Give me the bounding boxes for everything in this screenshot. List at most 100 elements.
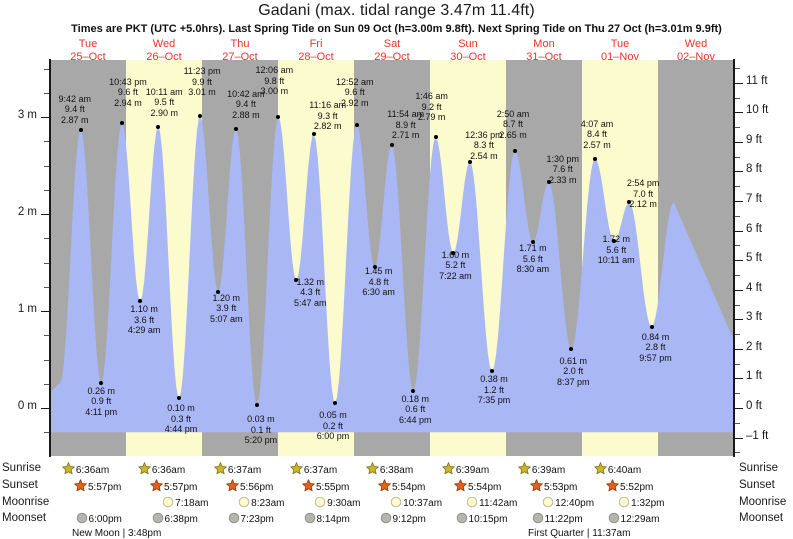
tide-height-m: 0.03 m [247, 414, 275, 425]
page-subtitle: Times are PKT (UTC +5.0hrs). Last Spring… [71, 23, 722, 35]
tide-height-ft: 9.9 ft [192, 76, 213, 87]
moonset-circle-icon [608, 512, 620, 524]
tide-time: 12:06 am [255, 65, 294, 75]
tide-time: 5:47 am [294, 297, 327, 308]
astro-row-label-moonrise: Moonrise [2, 496, 50, 508]
tide-height-m: 1.45 m [364, 266, 393, 277]
tide-height-m: 2.82 m [313, 121, 342, 132]
tide-height-ft: 3.9 ft [216, 303, 237, 314]
tide-height-m: 1.10 m [130, 304, 158, 315]
right-tick-major [735, 319, 743, 320]
astro-moonrise-entry: 8:23am [238, 496, 285, 509]
right-tick-major [735, 260, 743, 261]
astro-moonrise-entry: 1:32pm [618, 496, 665, 509]
astro-moonrise-time: 1:32pm [631, 498, 665, 509]
tide-extreme-dot [612, 239, 617, 244]
tide-extreme-dot [530, 240, 535, 245]
tide-height-m: 1.60 m [441, 249, 470, 260]
tide-height-m: 0.18 m [401, 393, 430, 404]
right-tick-minor [735, 364, 740, 365]
right-tick-minor [735, 452, 740, 453]
astro-moonrise-entry: 11:42am [466, 496, 517, 509]
tide-height-m: 1.71 m [519, 243, 547, 254]
right-axis-label: 11 ft [746, 75, 768, 87]
astro-sunset-time: 5:53pm [544, 482, 578, 493]
moonset-circle-icon [456, 512, 468, 524]
tide-height-ft: 2.8 ft [645, 342, 666, 353]
left-tick-minor [44, 93, 49, 94]
tide-time: 11:23 pm [183, 66, 221, 77]
tide-extreme-dot [649, 324, 654, 329]
tide-time: 6:30 am [362, 287, 395, 298]
tide-extreme-dot [156, 124, 161, 129]
left-tick-minor [44, 432, 49, 433]
tide-time: 9:57 pm [639, 352, 672, 363]
right-axis-label: 4 ft [746, 282, 762, 294]
tide-height-ft: 4.8 ft [368, 276, 389, 287]
tide-time: 7:22 am [439, 270, 472, 281]
astro-moonset-entry: 9:12pm [380, 512, 426, 525]
tide-height-ft: 8.9 ft [395, 119, 416, 130]
right-tick-major [735, 290, 743, 291]
tide-extreme-dot [233, 126, 238, 131]
tide-height-ft: 9.3 ft [317, 110, 338, 121]
tide-height-m: 2.94 m [114, 97, 142, 108]
right-tick-minor [735, 334, 740, 335]
right-axis-label: 3 ft [746, 311, 762, 323]
left-tick-minor [44, 69, 49, 70]
left-tick-minor [44, 141, 49, 142]
tide-height-ft: 1.2 ft [483, 384, 504, 395]
right-axis-label: 1 ft [746, 370, 762, 382]
tide-time: 2:54 pm [626, 178, 660, 189]
moonrise-circle-icon [618, 496, 630, 508]
astro-moonset-time: 12:29am [620, 514, 660, 525]
sunrise-star-icon [518, 462, 531, 475]
right-axis-label: 5 ft [746, 252, 762, 264]
tide-time: 11:54 am [387, 109, 425, 120]
left-tick-minor [44, 166, 49, 167]
astro-sunrise-time: 6:40am [607, 465, 642, 476]
left-axis-label: 0 m [17, 400, 37, 412]
tide-time: 12:52 am [335, 76, 374, 87]
astro-sunset-time: 5:54pm [392, 482, 426, 493]
moonset-circle-icon [228, 512, 240, 524]
astro-moonset-entry: 10:15pm [456, 512, 507, 525]
astro-sunset-entry: 5:53pm [530, 479, 577, 493]
tide-height-m: 0.84 m [641, 331, 670, 342]
astro-moonrise-entry: 12:40pm [542, 496, 594, 509]
astro-moonrise-entry: 7:18am [162, 496, 209, 509]
day-of-week: Wed [684, 38, 708, 50]
sunrise-star-icon [62, 462, 75, 475]
astro-sunset-time: 5:57pm [88, 482, 122, 493]
tide-height-m: 1.20 m [212, 292, 240, 303]
sunset-star-icon [454, 479, 467, 492]
tide-height-ft: 0.2 ft [322, 420, 343, 431]
moonset-circle-icon [380, 512, 392, 524]
tide-height-ft: 0.6 ft [405, 404, 426, 415]
tide-height-ft: 3.6 ft [134, 314, 155, 325]
tide-curve [50, 116, 734, 433]
sunrise-star-icon [594, 462, 607, 475]
right-axis-label: 7 ft [746, 193, 762, 205]
sunrise-star-icon [214, 462, 227, 475]
tide-height-m: 2.12 m [629, 199, 657, 210]
tide-height-m: 2.87 m [60, 114, 89, 125]
left-tick-minor [44, 287, 49, 288]
moonset-circle-icon [76, 512, 88, 524]
right-axis-label: 10 ft [746, 104, 769, 116]
astro-sunrise-entry: 6:40am [594, 462, 641, 476]
moonset-circle-icon [152, 512, 164, 524]
tide-height-m: 3.01 m [188, 87, 216, 98]
tide-extreme-dot [138, 299, 143, 304]
tide-time: 4:07 am [580, 118, 614, 129]
sunrise-star-icon [442, 462, 455, 475]
astro-sunset-entry: 5:56pm [226, 479, 273, 493]
day-of-week: Mon [533, 38, 555, 50]
tide-time: 10:43 pm [109, 76, 147, 87]
right-tick-major [735, 378, 743, 379]
tide-height-m: 1.72 m [602, 234, 630, 245]
tide-time: 12:36 pm [465, 129, 503, 140]
tide-height-ft: 7.6 ft [552, 164, 573, 175]
right-tick-major [735, 438, 743, 439]
astro-row-label-right-sunrise: Sunrise [739, 462, 778, 474]
